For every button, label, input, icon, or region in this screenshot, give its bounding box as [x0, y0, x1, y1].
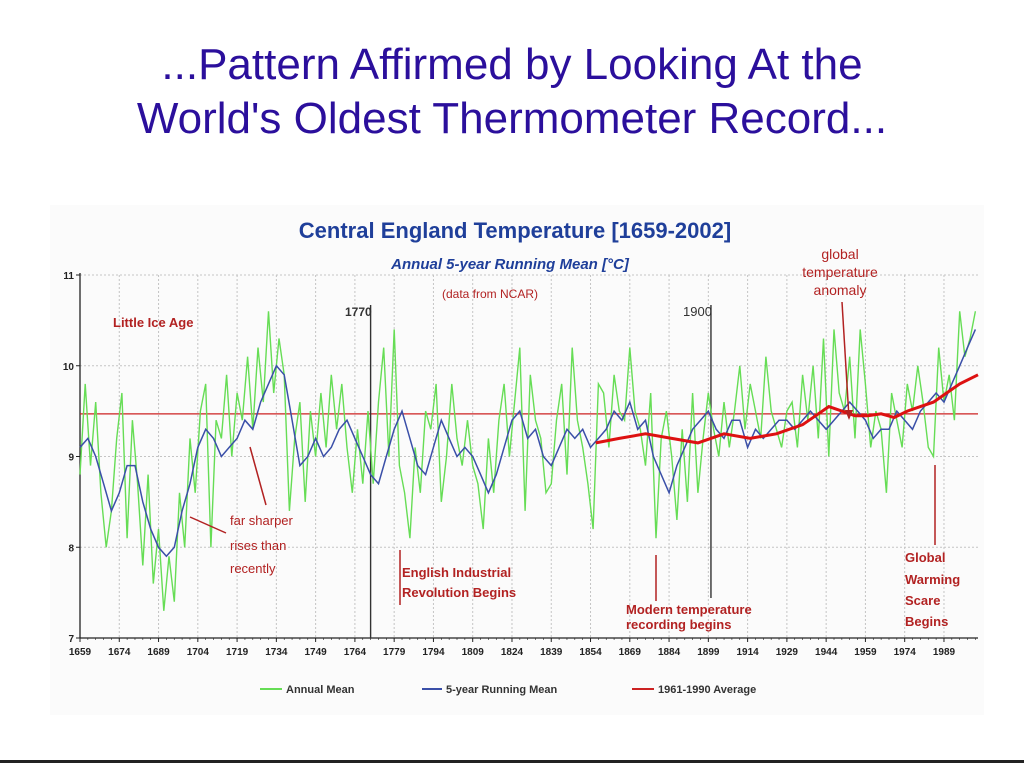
- annotation-modern-1: Modern temperature: [626, 602, 752, 617]
- slide-title-line-2: World's Oldest Thermometer Record...: [136, 94, 888, 143]
- x-tick-label: 1794: [422, 647, 445, 658]
- x-tick-label: 1764: [344, 647, 367, 658]
- x-tick-label: 1989: [933, 647, 956, 658]
- annotation-global-anomaly-1: global: [821, 246, 858, 262]
- x-tick-label: 1899: [697, 647, 720, 658]
- annotation-scare-1: Global: [905, 550, 945, 565]
- annotation-scare-2: Warming: [905, 572, 960, 587]
- bottom-rule: [0, 760, 1024, 763]
- arrow-sharper-left: [189, 516, 227, 534]
- x-tick-label: 1809: [462, 647, 485, 658]
- annotation-year-1770: 1770: [345, 305, 372, 319]
- x-tick-label: 1674: [108, 647, 131, 658]
- x-tick-label: 1869: [619, 647, 642, 658]
- source-note: (data from NCAR): [442, 287, 538, 301]
- x-tick-label: 1839: [540, 647, 563, 658]
- annotation-sharper-3: recently: [230, 561, 276, 576]
- y-tick-label: 11: [63, 271, 74, 282]
- x-tick-label: 1854: [579, 647, 602, 658]
- x-tick-label: 1884: [658, 647, 681, 658]
- y-tick-label: 9: [68, 453, 74, 464]
- series-global-anomaly: [595, 373, 979, 445]
- x-tick-label: 1974: [894, 647, 917, 658]
- plot-frame: [79, 273, 978, 639]
- x-axis-ticks: 1659 1674 1689 1704 1719 1734 1749 1764 1779 1794…: [69, 638, 976, 658]
- x-tick-label: 1704: [187, 647, 210, 658]
- annotation-scare-4: Begins: [905, 614, 948, 629]
- annotation-industrial-2: Revolution Begins: [402, 585, 516, 600]
- arrowhead-global-anomaly: [845, 410, 853, 420]
- x-tick-label: 1719: [226, 647, 249, 658]
- annotation-sharper-2: rises than: [230, 538, 286, 553]
- chart-title: Central England Temperature [1659-2002]: [299, 218, 731, 243]
- x-tick-label: 1944: [815, 647, 838, 658]
- x-tick-label: 1779: [383, 647, 406, 658]
- series-annual-mean: [79, 311, 977, 611]
- annotation-little-ice-age: Little Ice Age: [113, 315, 193, 330]
- annotation-global-anomaly-2: temperature: [802, 264, 878, 280]
- x-tick-label: 1749: [305, 647, 328, 658]
- legend-label-annual: Annual Mean: [286, 684, 355, 696]
- slide-title-line-1: ...Pattern Affirmed by Looking At the: [161, 40, 863, 89]
- x-tick-label: 1734: [265, 647, 288, 658]
- annotation-global-anomaly-3: anomaly: [814, 282, 867, 298]
- chart-subtitle: Annual 5-year Running Mean [°C]: [390, 256, 630, 273]
- annotation-modern-2: recording begins: [626, 617, 731, 632]
- slide-title: ...Pattern Affirmed by Looking At the Wo…: [0, 38, 1024, 146]
- legend-label-average: 1961-1990 Average: [658, 684, 756, 696]
- annotation-sharper-1: far sharper: [230, 513, 294, 528]
- x-tick-label: 1659: [69, 647, 92, 658]
- x-tick-label: 1929: [776, 647, 799, 658]
- annotation-scare-3: Scare: [905, 593, 940, 608]
- chart-legend: Annual Mean 5-year Running Mean 1961-199…: [260, 684, 756, 696]
- temperature-chart: Central England Temperature [1659-2002] …: [63, 218, 979, 696]
- y-tick-label: 10: [63, 362, 75, 373]
- legend-label-running: 5-year Running Mean: [446, 684, 558, 696]
- x-tick-label: 1689: [147, 647, 170, 658]
- arrow-global-anomaly: [841, 301, 850, 419]
- annotation-industrial-1: English Industrial: [402, 565, 511, 580]
- arrow-sharper-right: [249, 446, 267, 506]
- annotation-year-1900: 1900: [683, 304, 712, 319]
- x-tick-label: 1959: [854, 647, 877, 658]
- y-axis-ticks: 7 8 9 10 11: [63, 271, 80, 645]
- y-tick-label: 8: [68, 543, 74, 554]
- chart-container: Central England Temperature [1659-2002] …: [50, 205, 984, 715]
- y-tick-label: 7: [68, 634, 74, 645]
- x-tick-label: 1914: [736, 647, 759, 658]
- series-running-mean: [79, 329, 977, 558]
- x-tick-label: 1824: [501, 647, 524, 658]
